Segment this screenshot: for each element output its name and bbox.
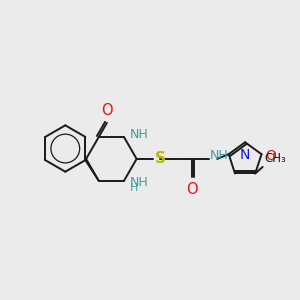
Text: H: H xyxy=(130,183,139,193)
Text: CH₃: CH₃ xyxy=(264,152,286,164)
Text: NH: NH xyxy=(129,176,148,189)
Text: O: O xyxy=(186,182,197,196)
Text: N: N xyxy=(240,148,250,162)
Text: O: O xyxy=(265,149,276,163)
Text: O: O xyxy=(101,103,113,118)
Text: NH: NH xyxy=(210,149,229,162)
Text: NH: NH xyxy=(129,128,148,141)
Text: S: S xyxy=(155,152,166,166)
